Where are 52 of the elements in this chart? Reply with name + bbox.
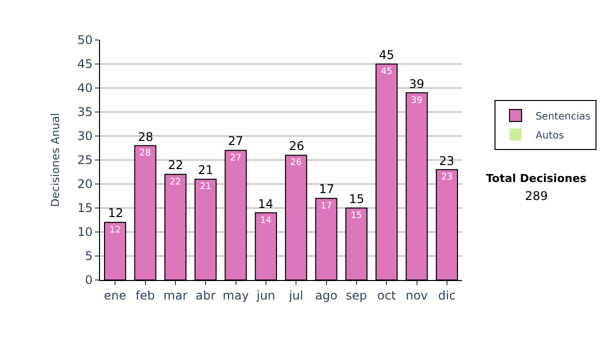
text: 289 (525, 189, 548, 203)
total-label: 26 (289, 139, 304, 153)
data-label: 26 (290, 158, 302, 168)
x-tick-label: jul (288, 288, 304, 302)
total-label: 14 (258, 197, 274, 211)
y-tick-label: 25 (77, 153, 93, 168)
total-label: 12 (108, 206, 124, 220)
y-tick-label: 40 (77, 81, 93, 96)
total-label: 15 (349, 192, 364, 206)
data-label: 12 (109, 225, 121, 236)
x-tick-label: oct (377, 288, 396, 302)
x-tick-label: dic (438, 288, 456, 302)
total-label: 22 (168, 158, 184, 172)
y-tick-label: 20 (77, 177, 93, 192)
y-tick-label: 5 (84, 249, 93, 264)
total-label: 17 (319, 182, 334, 196)
x-tick-label: ene (104, 288, 126, 302)
x-tick-label: sep (346, 288, 368, 302)
text: Total Decisiones (486, 172, 587, 185)
data-label: 17 (320, 201, 332, 212)
y-axis-title: Decisiones Anual (48, 112, 62, 208)
data-label: 28 (139, 148, 152, 159)
y-tick-label: 10 (77, 225, 93, 240)
legend-label: Sentencias (536, 111, 590, 122)
y-tick-label: 0 (84, 273, 93, 288)
y-tick-label: 50 (77, 33, 93, 48)
x-tick-label: feb (136, 288, 155, 302)
total-label: 39 (409, 77, 424, 91)
data-label: 22 (170, 177, 182, 188)
legend-label: Autos (536, 130, 564, 142)
x-tick-label: may (222, 288, 249, 302)
total-label: 27 (228, 134, 244, 148)
x-tick-label: ago (315, 288, 338, 302)
data-label: 39 (410, 96, 423, 106)
x-tick-label: abr (196, 288, 216, 302)
x-tick-label: jun (256, 288, 276, 302)
total-label: 21 (198, 163, 214, 177)
y-tick-label: 45 (77, 57, 93, 72)
y-tick-label: 15 (77, 201, 93, 216)
data-label: 15 (350, 211, 362, 221)
data-label: 27 (230, 153, 242, 164)
data-label: 23 (441, 172, 453, 183)
data-label: 14 (260, 216, 272, 226)
x-tick-label: nov (406, 288, 428, 302)
y-tick-label: 35 (77, 105, 93, 120)
data-label: 45 (380, 67, 392, 77)
total-label: 28 (138, 130, 154, 144)
x-tick-label: mar (163, 288, 188, 302)
total-label: 23 (439, 154, 454, 168)
data-label: 21 (200, 182, 212, 192)
total-label: 45 (379, 48, 394, 62)
y-tick-label: 30 (77, 129, 93, 144)
